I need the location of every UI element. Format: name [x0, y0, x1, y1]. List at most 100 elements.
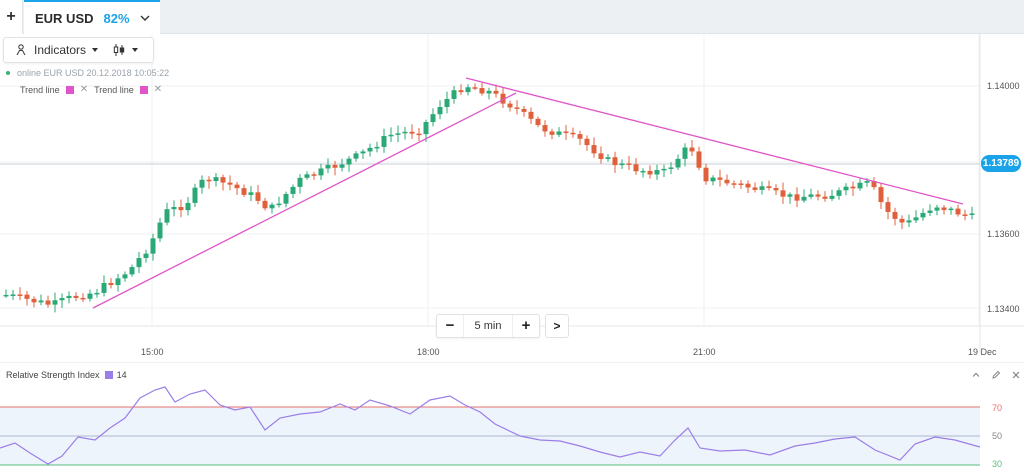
- caret-down-icon: [132, 48, 139, 52]
- candle-body: [780, 190, 786, 197]
- time-axis-label: 15:00: [141, 347, 164, 357]
- candle-body: [801, 196, 807, 201]
- candle-body: [738, 183, 744, 186]
- candle-body: [479, 88, 485, 94]
- candle-body: [66, 295, 72, 299]
- chevron-up-icon[interactable]: [970, 369, 982, 381]
- close-icon[interactable]: ✕: [79, 84, 89, 95]
- candle-body: [367, 147, 373, 152]
- candle-body: [17, 294, 23, 296]
- time-axis-label: 21:00: [693, 347, 716, 357]
- chart-type-button[interactable]: [106, 38, 144, 62]
- candle-body: [969, 213, 975, 215]
- candle-body: [283, 193, 289, 204]
- candle-body: [129, 267, 135, 275]
- candle-body: [710, 177, 716, 182]
- close-icon[interactable]: ✕: [153, 84, 163, 95]
- candle-body: [262, 200, 268, 209]
- candle-body: [241, 188, 247, 195]
- candle-body: [920, 212, 926, 218]
- trend-line-legend-item[interactable]: Trend line ✕: [20, 84, 88, 95]
- indicators-button[interactable]: Indicators: [4, 38, 106, 62]
- candle-body: [640, 170, 646, 173]
- rsi-legend: Relative Strength Index 14: [6, 370, 127, 380]
- scroll-to-latest-button[interactable]: >: [545, 314, 569, 338]
- candle-body: [584, 138, 590, 146]
- asset-tab-eurusd[interactable]: EUR USD 82%: [24, 0, 160, 35]
- candle-body: [752, 187, 758, 190]
- candle-body: [535, 118, 541, 126]
- candle-body: [787, 194, 793, 197]
- candle-body: [332, 164, 338, 168]
- candle-body: [402, 131, 408, 134]
- timeframe-label[interactable]: 5 min: [463, 315, 513, 337]
- candle-body: [45, 300, 51, 305]
- candle-body: [507, 103, 513, 108]
- candle-body: [962, 214, 968, 216]
- trend-line-legend-item[interactable]: Trend line ✕: [94, 84, 162, 95]
- candle-body: [626, 163, 632, 165]
- candle-body: [101, 282, 107, 293]
- time-axis-label: 19 Dec: [968, 347, 997, 357]
- candle-body: [234, 184, 240, 189]
- trend-line-color-swatch[interactable]: [139, 85, 148, 94]
- candle-body: [423, 122, 429, 135]
- person-icon: [16, 44, 26, 56]
- online-status-text: online EUR USD 20.12.2018 10:05:22: [17, 68, 170, 78]
- candle-body: [850, 186, 856, 189]
- rsi-line: [0, 386, 981, 465]
- candle-body: [836, 190, 842, 196]
- rsi-panel-controls: [962, 369, 1022, 381]
- chart-toolbar: Indicators: [3, 37, 154, 63]
- rsi-color-swatch[interactable]: [104, 371, 113, 379]
- candle-body: [668, 167, 674, 169]
- candle-body: [304, 174, 310, 178]
- chevron-down-icon[interactable]: [138, 11, 152, 25]
- candle-body: [528, 111, 534, 119]
- candle-body: [374, 146, 380, 149]
- current-price-badge: 1.13789: [981, 155, 1021, 172]
- trend-line-label: Trend line: [20, 84, 60, 95]
- rsi-level-label: 30: [992, 459, 1003, 469]
- candle-body: [59, 298, 65, 301]
- candle-body: [878, 187, 884, 203]
- candle-body: [290, 186, 296, 194]
- candle-body: [549, 131, 555, 135]
- timeframe-zoom-control: − 5 min +: [436, 314, 540, 338]
- candle-body: [906, 220, 912, 223]
- candle-body: [794, 194, 800, 201]
- candle-body: [654, 170, 660, 175]
- rsi-panel[interactable]: [0, 362, 1024, 471]
- candle-body: [619, 163, 625, 166]
- candle-body: [822, 196, 828, 199]
- candle-body: [773, 187, 779, 191]
- price-chart[interactable]: [0, 34, 1024, 354]
- candle-body: [941, 207, 947, 211]
- candle-body: [633, 164, 639, 172]
- candle-body: [38, 300, 44, 303]
- trend-line-color-swatch[interactable]: [65, 85, 74, 94]
- candle-body: [381, 135, 387, 147]
- zoom-in-button[interactable]: +: [521, 317, 531, 334]
- trend-line-up: [92, 92, 517, 309]
- candle-body: [31, 298, 37, 303]
- candle-body: [199, 179, 205, 188]
- asset-name: EUR USD: [35, 11, 94, 26]
- candle-body: [696, 151, 702, 168]
- online-dot-icon: [6, 71, 10, 75]
- candle-body: [24, 294, 30, 299]
- candle-body: [815, 194, 821, 197]
- rsi-level-label: 50: [992, 431, 1003, 441]
- candle-body: [297, 177, 303, 187]
- close-icon[interactable]: [1010, 369, 1022, 381]
- candle-body: [311, 174, 317, 176]
- pencil-icon[interactable]: [990, 369, 1002, 381]
- add-asset-tab-button[interactable]: +: [0, 0, 23, 34]
- trend-line-legend: Trend line ✕ Trend line ✕: [20, 84, 168, 95]
- candle-body: [899, 218, 905, 223]
- zoom-out-button[interactable]: −: [445, 317, 455, 334]
- candle-body: [731, 183, 737, 185]
- candle-body: [52, 300, 58, 305]
- candle-body: [857, 182, 863, 189]
- candle-body: [514, 107, 520, 109]
